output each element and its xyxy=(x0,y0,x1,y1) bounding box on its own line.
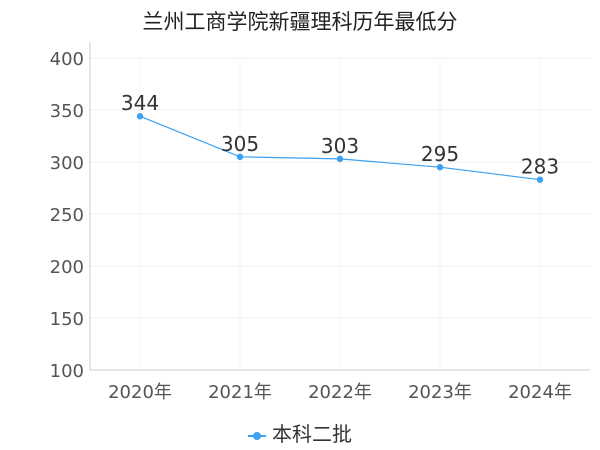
data-point[interactable] xyxy=(236,153,244,160)
y-tick-label: 150 xyxy=(50,309,84,330)
series: 344 305 303 295 283 xyxy=(121,91,559,183)
x-tick-label: 2020年 xyxy=(108,382,172,403)
data-point[interactable] xyxy=(436,164,444,171)
y-tick-label: 300 xyxy=(50,153,84,174)
data-point[interactable] xyxy=(536,176,544,183)
data-label: 305 xyxy=(221,132,259,156)
x-tick-label: 2023年 xyxy=(408,382,472,403)
y-tick-label: 100 xyxy=(50,361,84,382)
legend[interactable]: 本科二批 xyxy=(0,418,600,447)
grid xyxy=(90,57,590,370)
y-tick-label: 400 xyxy=(50,49,84,70)
data-label: 283 xyxy=(521,155,559,179)
x-tick-label: 2021年 xyxy=(208,382,272,403)
legend-label: 本科二批 xyxy=(272,422,352,446)
data-label: 344 xyxy=(121,91,159,115)
legend-swatch xyxy=(248,431,266,440)
y-ticks: 100 150 200 250 300 350 400 xyxy=(50,49,84,382)
chart-title: 兰州工商学院新疆理科历年最低分 xyxy=(142,10,458,34)
x-ticks: 2020年 2021年 2022年 2023年 2024年 xyxy=(108,382,572,403)
data-label: 303 xyxy=(321,134,359,158)
data-point[interactable] xyxy=(136,113,144,120)
y-tick-label: 250 xyxy=(50,205,84,226)
x-tick-label: 2024年 xyxy=(508,382,572,403)
y-tick-label: 200 xyxy=(50,257,84,278)
data-label: 295 xyxy=(421,142,459,166)
y-tick-label: 350 xyxy=(50,101,84,122)
x-tick-label: 2022年 xyxy=(308,382,372,403)
data-point[interactable] xyxy=(336,155,344,163)
